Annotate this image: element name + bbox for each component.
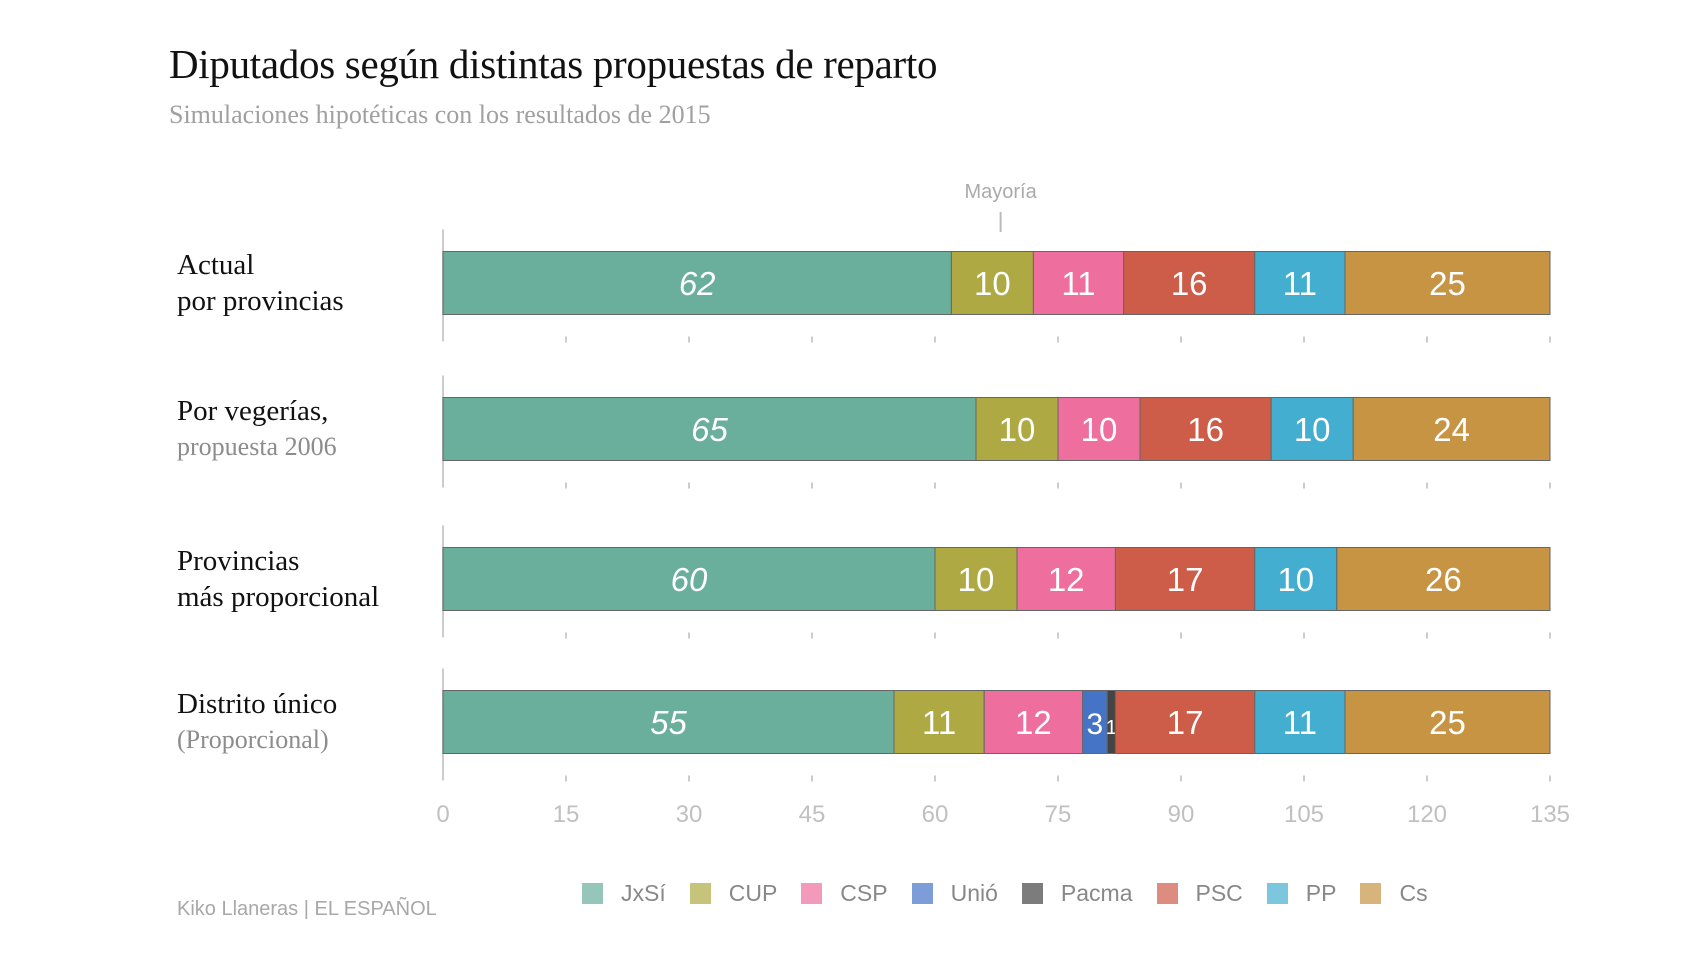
x-tick-label: 45: [799, 801, 826, 828]
bar-value-label: 11: [922, 704, 956, 741]
x-tick-label: 75: [1045, 801, 1072, 828]
bar-value-label: 10: [999, 411, 1036, 448]
bar-value-label: 25: [1429, 265, 1466, 302]
bar-segment-csp: [1016, 547, 1116, 611]
legend-label: PSC: [1195, 880, 1243, 906]
legend-swatch: [1021, 883, 1043, 904]
row-label-line2: por provincias: [177, 285, 344, 317]
row-label-line2: más proporcional: [177, 581, 380, 613]
legend-label: CUP: [728, 880, 778, 906]
bar-value-label: 10: [1294, 411, 1331, 448]
bar-segment-cs: [1344, 251, 1551, 315]
bar-segment-cup: [893, 690, 985, 754]
row-label: Distrito único (Proporcional): [177, 686, 337, 758]
x-tick-label: 120: [1407, 801, 1447, 828]
chart-title: Diputados según distintas propuestas de …: [169, 41, 938, 87]
bar-segment-unió: [1082, 690, 1108, 754]
bar-segment-csp: [1032, 251, 1125, 315]
legend-label: JxSí: [621, 880, 666, 906]
bar-value-label: 65: [691, 411, 728, 448]
legend-swatch: [1156, 883, 1178, 904]
x-tick-label: 30: [676, 801, 703, 828]
bar-value-label: 10: [974, 265, 1011, 302]
bar-segment-pp: [1254, 690, 1346, 754]
bar-segment-cs: [1344, 690, 1551, 754]
source-credit: Kiko Llaneras | EL ESPAÑOL: [177, 898, 437, 920]
legend-item: PSC: [1156, 880, 1243, 907]
bar-segment-cs: [1352, 397, 1551, 461]
bar-value-label: 16: [1187, 411, 1224, 448]
legend-swatch: [582, 883, 603, 904]
bar-value-label: 10: [1277, 561, 1314, 598]
bar-segment-jxsí: [442, 547, 936, 611]
bar-value-label: 62: [679, 265, 716, 302]
bar-segment-pp: [1254, 547, 1338, 611]
row-label-line2: (Proporcional): [177, 725, 329, 754]
bar-value-label: 12: [1015, 704, 1052, 741]
x-tick-label: 15: [553, 801, 580, 828]
bar-segment-psc: [1114, 690, 1256, 754]
bar-value-label: 24: [1433, 411, 1470, 448]
bar-value-label: 17: [1167, 561, 1204, 598]
bar-segment-cup: [950, 251, 1034, 315]
bar-value-label: 12: [1048, 561, 1085, 598]
legend-label: CSP: [840, 880, 888, 906]
row-label-line1: Provincias: [177, 545, 300, 577]
bar-value-label: 11: [1283, 704, 1317, 741]
bar-value-label: 17: [1167, 704, 1204, 741]
bar-value-label: 3: [1087, 708, 1104, 741]
bar-value-label: 10: [1081, 411, 1118, 448]
bar-segment-cup: [975, 397, 1059, 461]
majority-label: Mayoría: [964, 181, 1037, 203]
bar-segment-csp: [1057, 397, 1141, 461]
bar-value-label: 60: [671, 561, 708, 598]
bar-segment-csp: [983, 690, 1084, 754]
legend-swatch: [689, 883, 711, 904]
row-label: Provincias más proporcional: [177, 543, 379, 615]
bar-segment-cs: [1336, 547, 1551, 611]
legend-label: Cs: [1399, 880, 1428, 906]
legend-item: CUP: [689, 880, 778, 907]
legend-item: CSP: [801, 880, 888, 907]
x-tick-label: 60: [922, 801, 949, 828]
legend-item: Cs: [1360, 880, 1428, 907]
legend-swatch: [801, 883, 823, 904]
row-label: Por vegerías, propuesta 2006: [177, 393, 337, 465]
legend: JxSí CUP CSP Unió Pacma PSC PP Cs: [582, 880, 1452, 907]
legend-item: Pacma: [1021, 880, 1133, 907]
x-tick-label: 105: [1284, 801, 1324, 828]
bar-value-label: 55: [650, 704, 687, 741]
bar-value-label: 11: [1061, 265, 1095, 302]
bar-segment-psc: [1139, 397, 1272, 461]
legend-swatch: [911, 883, 933, 904]
row-label-line2: propuesta 2006: [177, 432, 337, 461]
x-tick-label: 90: [1168, 801, 1195, 828]
bar-value-label: 10: [958, 561, 995, 598]
row-label: Actual por provincias: [177, 247, 344, 319]
row-label-line1: Por vegerías,: [177, 395, 329, 427]
bar-segment-pp: [1270, 397, 1354, 461]
bar-segment-cup: [934, 547, 1018, 611]
legend-label: PP: [1305, 880, 1337, 906]
bar-segment-psc: [1114, 547, 1256, 611]
bar-value-label: 11: [1283, 265, 1317, 302]
legend-item: JxSí: [582, 880, 666, 907]
legend-label: Pacma: [1060, 880, 1133, 906]
x-tick-label: 0: [436, 801, 449, 828]
bar-value-label: 1: [1106, 717, 1117, 739]
row-label-line1: Distrito único: [177, 688, 338, 720]
legend-item: PP: [1266, 880, 1337, 907]
legend-swatch: [1266, 883, 1288, 904]
chart-subtitle: Simulaciones hipotéticas con los resulta…: [169, 100, 711, 129]
legend-item: Unió: [911, 880, 998, 907]
bar-value-label: 16: [1171, 265, 1208, 302]
bar-value-label: 25: [1429, 704, 1466, 741]
legend-swatch: [1360, 883, 1382, 904]
legend-label: Unió: [950, 880, 998, 906]
bar-value-label: 26: [1425, 561, 1462, 598]
x-tick-label: 135: [1530, 801, 1570, 828]
row-label-line1: Actual: [177, 249, 255, 281]
bar-segment-jxsí: [442, 690, 895, 754]
